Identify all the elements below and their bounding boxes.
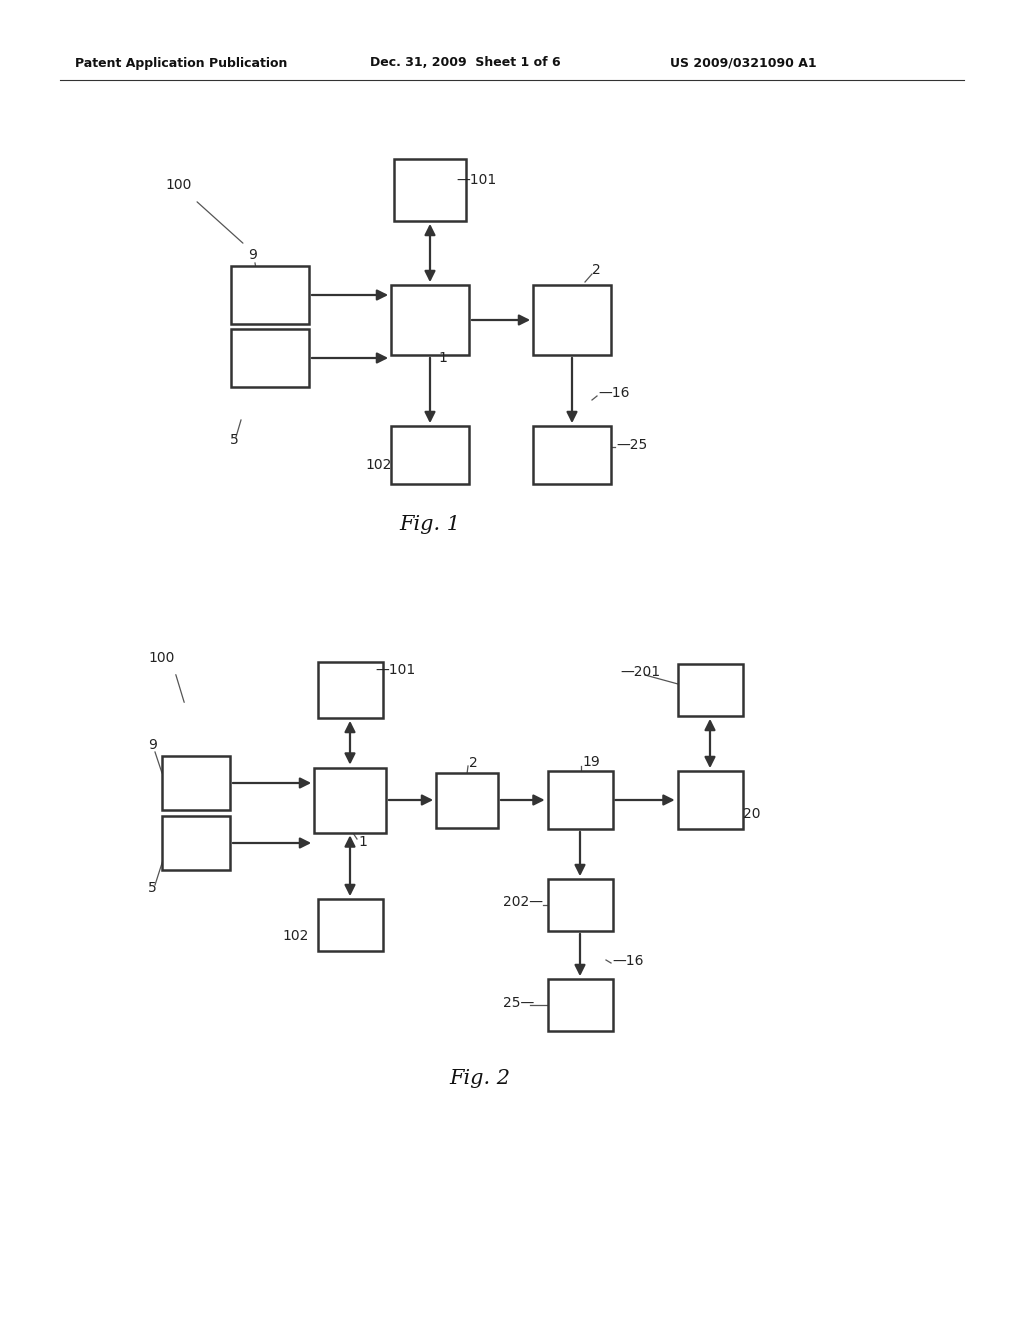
Bar <box>231 329 309 387</box>
Text: US 2009/0321090 A1: US 2009/0321090 A1 <box>670 57 816 70</box>
Text: —25: —25 <box>616 438 647 451</box>
Bar <box>436 772 498 828</box>
Text: 1: 1 <box>358 836 367 849</box>
Bar <box>391 285 469 355</box>
Bar <box>548 979 612 1031</box>
Text: —16: —16 <box>612 954 643 968</box>
Text: 2: 2 <box>592 263 601 277</box>
Text: 102: 102 <box>365 458 391 473</box>
Text: 1: 1 <box>438 351 446 366</box>
Text: —101: —101 <box>456 173 497 187</box>
Bar <box>548 879 612 931</box>
Text: 20: 20 <box>743 807 761 821</box>
Bar <box>391 426 469 484</box>
Text: 202—: 202— <box>503 895 543 909</box>
Text: Fig. 1: Fig. 1 <box>399 516 461 535</box>
Text: Patent Application Publication: Patent Application Publication <box>75 57 288 70</box>
Bar <box>548 771 612 829</box>
Text: 25—: 25— <box>503 997 535 1010</box>
Bar <box>317 899 383 950</box>
Text: 5: 5 <box>230 433 239 447</box>
Text: 5: 5 <box>148 880 157 895</box>
Text: 19: 19 <box>582 755 600 770</box>
Bar <box>678 664 742 715</box>
Text: 100: 100 <box>148 651 174 665</box>
Text: —16: —16 <box>598 385 630 400</box>
Text: 2: 2 <box>469 756 478 770</box>
Bar <box>314 767 386 833</box>
Text: —101: —101 <box>375 663 416 677</box>
Bar <box>534 426 611 484</box>
Text: 100: 100 <box>165 178 191 191</box>
Bar <box>231 267 309 323</box>
Bar <box>394 158 466 220</box>
Text: 9: 9 <box>248 248 257 261</box>
Text: —201: —201 <box>620 665 660 678</box>
Bar <box>162 756 230 810</box>
Text: Fig. 2: Fig. 2 <box>450 1068 511 1088</box>
Bar <box>678 771 742 829</box>
Bar <box>534 285 611 355</box>
Text: Dec. 31, 2009  Sheet 1 of 6: Dec. 31, 2009 Sheet 1 of 6 <box>370 57 560 70</box>
Text: 102: 102 <box>282 929 308 942</box>
Bar <box>317 663 383 718</box>
Bar <box>162 816 230 870</box>
Text: 9: 9 <box>148 738 157 752</box>
